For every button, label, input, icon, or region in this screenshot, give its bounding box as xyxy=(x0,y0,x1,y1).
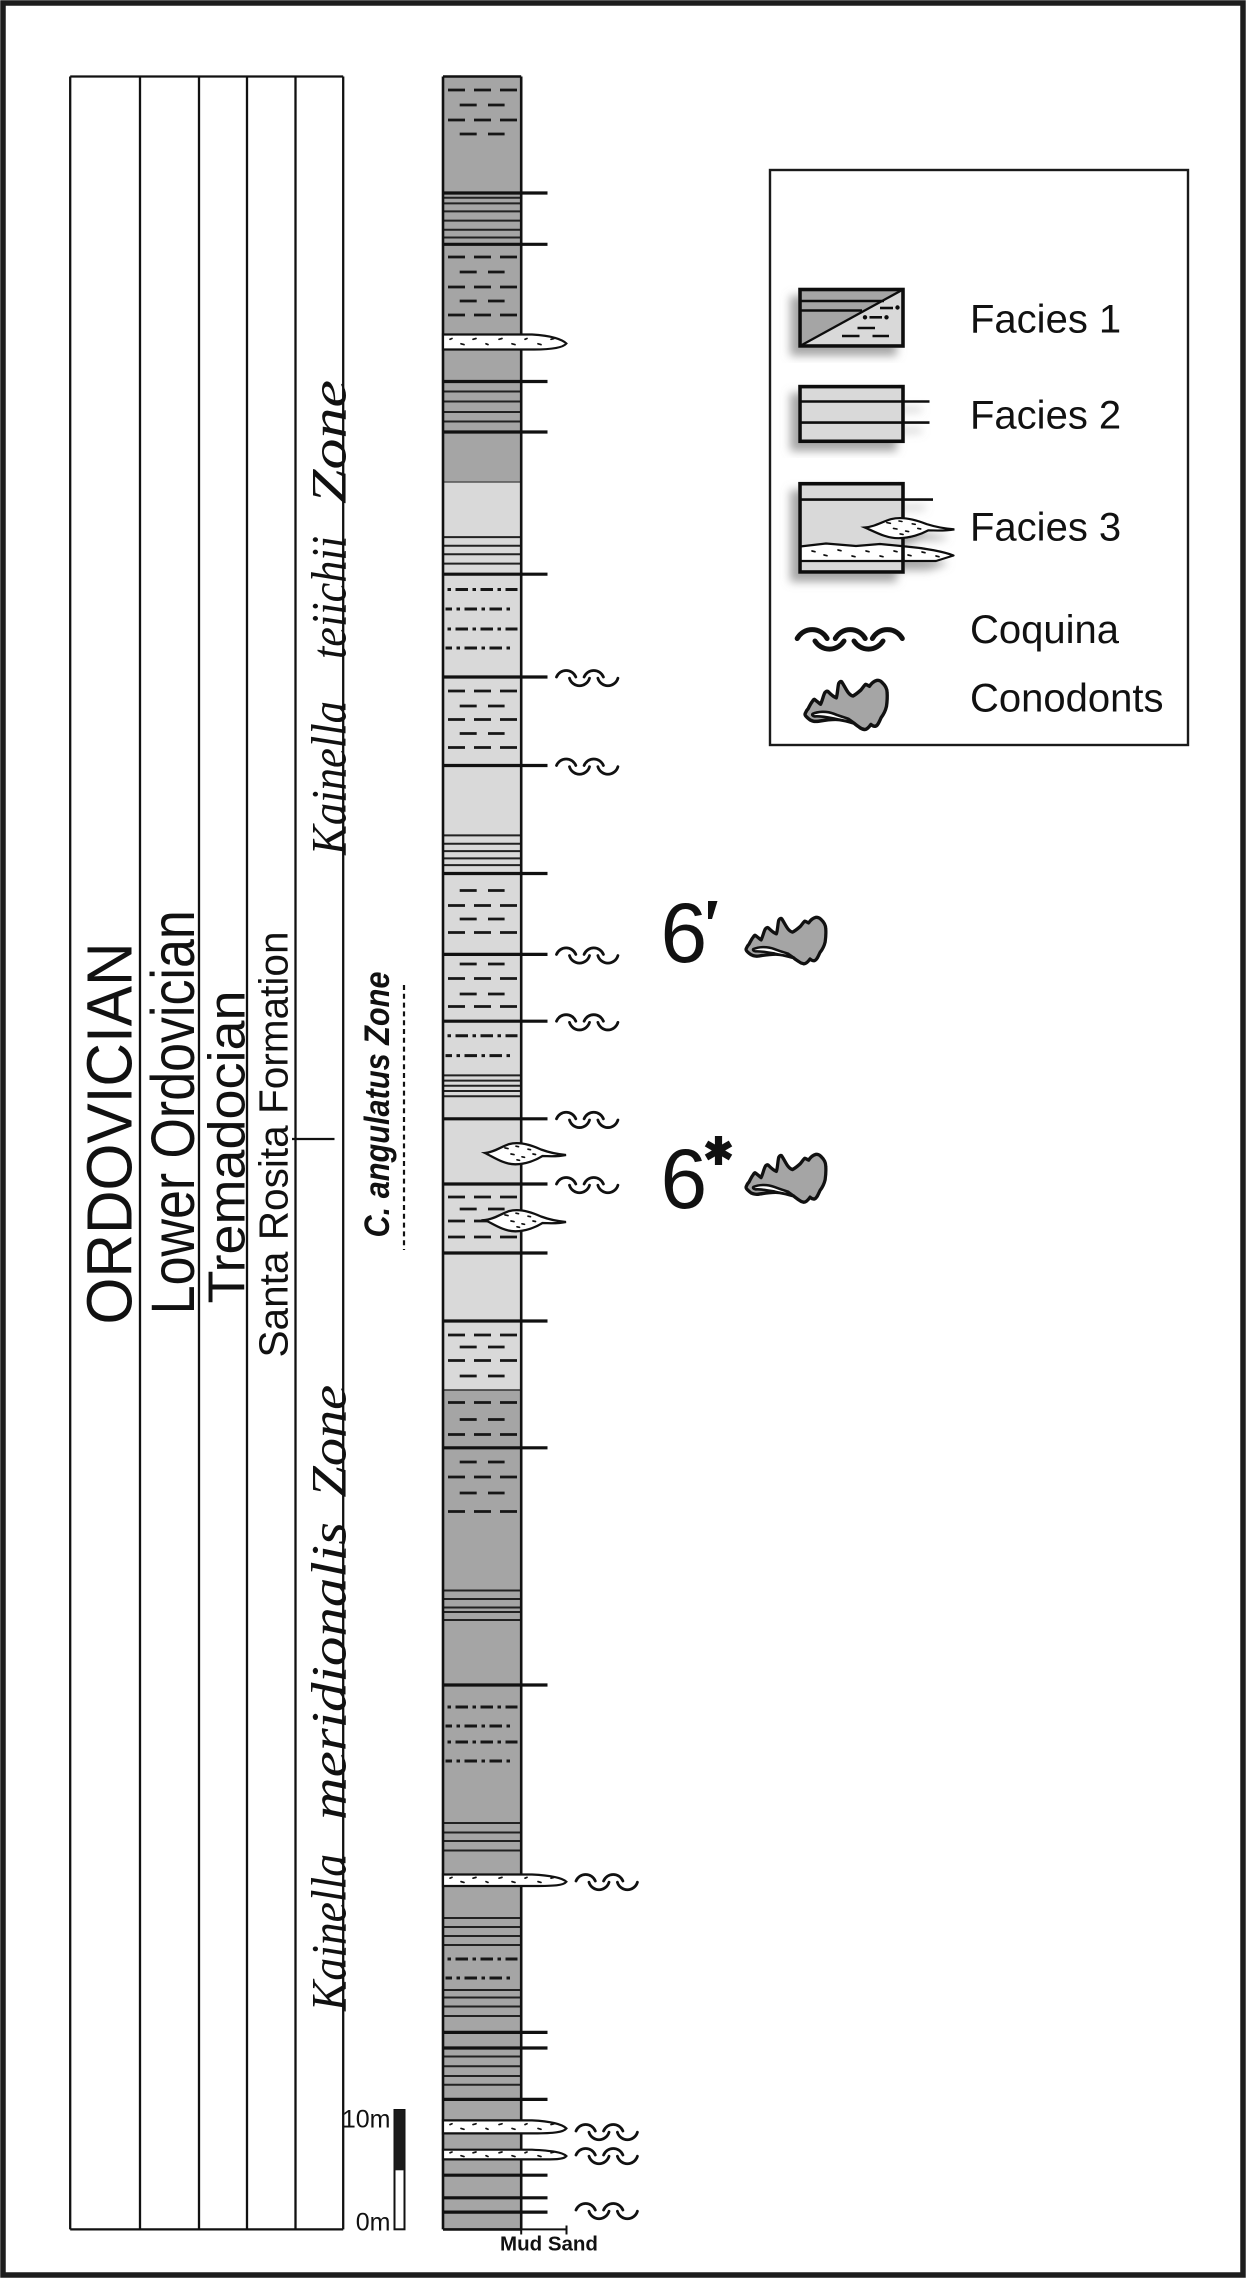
svg-text:Lower Ordovician: Lower Ordovician xyxy=(139,910,207,1314)
svg-text:6: 6 xyxy=(661,886,708,980)
svg-text:0m: 0m xyxy=(356,2209,391,2237)
svg-text:Mud Sand: Mud Sand xyxy=(500,2233,598,2256)
svg-text:Facies 2: Facies 2 xyxy=(970,394,1121,438)
svg-text:Facies 1: Facies 1 xyxy=(970,298,1121,342)
svg-text:meridionalis: meridionalis xyxy=(301,1522,357,1820)
svg-text:6: 6 xyxy=(661,1132,708,1226)
svg-text:Facies 3: Facies 3 xyxy=(970,506,1121,550)
svg-text:Zone: Zone xyxy=(301,380,357,504)
svg-text:Kainella: Kainella xyxy=(301,701,357,856)
svg-text:Zone: Zone xyxy=(301,1385,357,1498)
svg-text:ORDOVICIAN: ORDOVICIAN xyxy=(74,943,146,1325)
svg-text:Tremadocian: Tremadocian xyxy=(199,991,257,1304)
svg-text:Santa Rosita Formation: Santa Rosita Formation xyxy=(251,932,297,1358)
svg-text:Conodonts: Conodonts xyxy=(970,677,1163,721)
svg-text:Kainella: Kainella xyxy=(301,1854,357,2012)
svg-text:C. angulatus Zone: C. angulatus Zone xyxy=(358,972,397,1238)
svg-text:Coquina: Coquina xyxy=(970,608,1120,652)
svg-text:10m: 10m xyxy=(342,2106,391,2134)
svg-text:teiichii: teiichii xyxy=(301,536,357,659)
